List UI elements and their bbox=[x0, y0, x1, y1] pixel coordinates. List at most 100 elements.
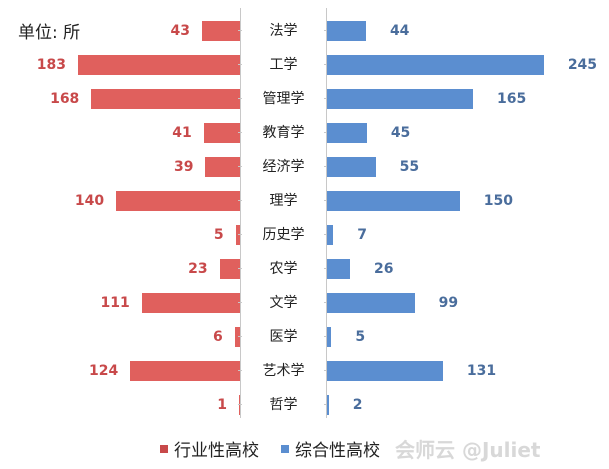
bar-industry bbox=[201, 21, 240, 41]
value-comprehensive: 131 bbox=[466, 363, 497, 379]
bar-comprehensive bbox=[327, 361, 443, 381]
tick bbox=[238, 132, 242, 133]
category-label: 历史学 bbox=[262, 227, 305, 243]
bar-industry bbox=[219, 259, 240, 279]
category-label: 教育学 bbox=[262, 125, 305, 141]
tick bbox=[238, 98, 242, 99]
value-industry: 5 bbox=[213, 227, 224, 243]
value-industry: 1 bbox=[217, 397, 227, 413]
value-industry: 183 bbox=[36, 57, 67, 73]
bar-comprehensive bbox=[327, 21, 366, 41]
value-industry: 23 bbox=[188, 261, 208, 277]
value-comprehensive: 5 bbox=[355, 329, 366, 345]
category-label: 文学 bbox=[269, 295, 298, 311]
bar-industry bbox=[235, 225, 240, 245]
value-comprehensive: 150 bbox=[483, 193, 513, 209]
value-comprehensive: 245 bbox=[567, 57, 598, 73]
bar-comprehensive bbox=[327, 259, 350, 279]
legend-label-industry: 行业性高校 bbox=[174, 441, 259, 461]
chart-row: 183 工学 245 bbox=[0, 48, 609, 82]
bar-industry bbox=[141, 293, 240, 313]
chart-row: 39 经济学 55 bbox=[0, 150, 609, 184]
bar-industry bbox=[239, 395, 240, 415]
value-industry: 168 bbox=[50, 91, 80, 107]
bar-comprehensive bbox=[327, 395, 329, 415]
chart-row: 1 哲学 2 bbox=[0, 388, 609, 422]
watermark: 会师云 @Juliet bbox=[395, 438, 541, 462]
bar-industry bbox=[203, 123, 240, 143]
legend: 行业性高校 综合性高校 bbox=[160, 436, 380, 461]
chart-row: 41 教育学 45 bbox=[0, 116, 609, 150]
value-industry: 43 bbox=[170, 23, 190, 39]
value-industry: 140 bbox=[74, 193, 105, 209]
value-comprehensive: 44 bbox=[389, 23, 410, 39]
tick bbox=[238, 64, 242, 65]
tick bbox=[238, 336, 242, 337]
value-comprehensive: 165 bbox=[497, 91, 527, 107]
value-industry: 39 bbox=[174, 159, 194, 175]
left-axis bbox=[240, 8, 241, 418]
tick bbox=[324, 64, 328, 65]
value-comprehensive: 45 bbox=[390, 125, 411, 141]
bar-comprehensive bbox=[327, 293, 415, 313]
legend-swatch-comprehensive bbox=[281, 444, 289, 453]
category-label: 理学 bbox=[269, 193, 298, 209]
chart-row: 124 艺术学 131 bbox=[0, 354, 609, 388]
chart-row: 43 法学 44 bbox=[0, 14, 609, 48]
value-comprehensive: 99 bbox=[438, 295, 459, 311]
chart-row: 6 医学 5 bbox=[0, 320, 609, 354]
value-industry: 124 bbox=[89, 363, 119, 379]
right-axis bbox=[326, 8, 327, 418]
tick bbox=[324, 234, 328, 235]
unit-label: 单位: 所 bbox=[18, 23, 81, 43]
tick bbox=[324, 30, 328, 31]
chart-row: 5 历史学 7 bbox=[0, 218, 609, 252]
bar-comprehensive bbox=[327, 157, 376, 177]
bar-industry bbox=[91, 89, 240, 109]
tick bbox=[238, 302, 242, 303]
tick bbox=[238, 404, 242, 405]
tick bbox=[324, 132, 328, 133]
value-comprehensive: 26 bbox=[374, 261, 394, 277]
category-label: 经济学 bbox=[262, 159, 305, 175]
chart-row: 168 管理学 165 bbox=[0, 82, 609, 116]
bar-comprehensive bbox=[327, 327, 332, 347]
tick bbox=[324, 404, 328, 405]
tick bbox=[238, 30, 242, 31]
bar-industry bbox=[116, 191, 240, 211]
tick bbox=[324, 200, 328, 201]
category-label: 农学 bbox=[269, 261, 298, 277]
chart-row: 140 理学 150 bbox=[0, 184, 609, 218]
chart-row: 111 文学 99 bbox=[0, 286, 609, 320]
tick bbox=[324, 370, 328, 371]
bar-industry bbox=[130, 361, 240, 381]
category-label: 哲学 bbox=[269, 397, 298, 413]
value-industry: 41 bbox=[172, 125, 192, 141]
value-comprehensive: 2 bbox=[352, 397, 363, 413]
tick bbox=[238, 268, 242, 269]
tick bbox=[238, 370, 242, 371]
category-label: 管理学 bbox=[262, 91, 305, 107]
bar-comprehensive bbox=[327, 55, 544, 75]
category-label: 法学 bbox=[269, 23, 298, 39]
category-label: 医学 bbox=[269, 329, 298, 345]
value-comprehensive: 7 bbox=[357, 227, 367, 243]
tick bbox=[324, 336, 328, 337]
bar-comprehensive bbox=[327, 225, 334, 245]
bar-industry bbox=[234, 327, 240, 347]
bar-industry bbox=[205, 157, 240, 177]
tick bbox=[324, 302, 328, 303]
bar-comprehensive bbox=[327, 89, 474, 109]
bar-comprehensive bbox=[327, 191, 460, 211]
legend-swatch-industry bbox=[160, 444, 168, 453]
chart-row: 23 农学 26 bbox=[0, 252, 609, 286]
tick bbox=[324, 98, 328, 99]
bar-industry bbox=[78, 55, 240, 75]
tick bbox=[324, 268, 328, 269]
legend-label-comprehensive: 综合性高校 bbox=[295, 441, 380, 461]
category-label: 工学 bbox=[269, 57, 298, 73]
value-industry: 6 bbox=[212, 329, 223, 345]
value-comprehensive: 55 bbox=[399, 159, 420, 175]
value-industry: 111 bbox=[100, 295, 130, 311]
tick bbox=[238, 166, 242, 167]
